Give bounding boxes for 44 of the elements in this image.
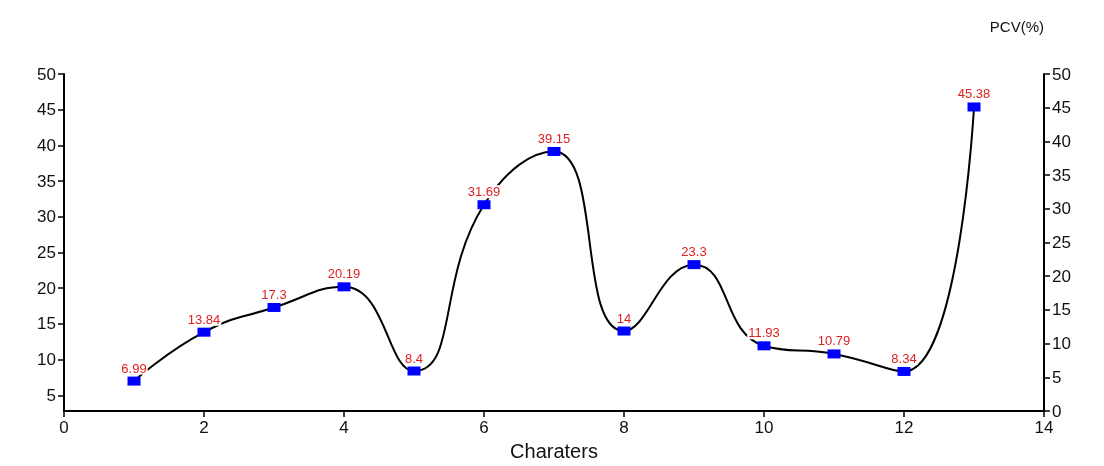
y-tick-label: 15 (37, 314, 56, 334)
x-tick-label: 8 (619, 418, 629, 437)
x-tick-label: 12 (894, 418, 914, 437)
y-tick-label: 5 (46, 385, 56, 405)
x-tick-label: 14 (1034, 418, 1054, 437)
data-label: 13.84 (187, 311, 221, 327)
y-tick-label: 50 (37, 64, 56, 84)
y2-axis-title: PCV(%) (989, 18, 1044, 35)
y-tick-label: 25 (37, 243, 56, 262)
y2-tick-label: 10 (1052, 334, 1071, 354)
y2-tick-label: 5 (1052, 367, 1062, 387)
data-label: 6.99 (121, 360, 147, 376)
x-tick-label: 4 (339, 418, 349, 437)
y2-tick-label: 40 (1052, 131, 1071, 151)
y-tick-label: 20 (37, 278, 56, 298)
data-label: 8.4 (404, 350, 424, 366)
y2-tick-label: 15 (1052, 300, 1071, 320)
data-label: 23.3 (681, 244, 707, 260)
data-label: 45.38 (957, 86, 991, 102)
y-tick-label: 40 (37, 135, 56, 155)
y-tick-label: 45 (37, 100, 56, 120)
x-tick-label: 2 (199, 418, 209, 437)
x-tick-label: 6 (479, 418, 489, 437)
data-label: 14 (616, 310, 632, 326)
data-label: 39.15 (537, 130, 571, 146)
y-tick-label: 30 (37, 207, 56, 227)
data-label: 31.69 (467, 184, 501, 200)
y2-tick-label: 20 (1052, 266, 1071, 286)
data-label: 10.79 (817, 333, 851, 349)
data-label: 17.3 (261, 286, 287, 302)
data-label: 11.93 (748, 325, 780, 341)
y-tick-label: 10 (37, 350, 56, 370)
data-label: 20.19 (327, 266, 361, 282)
y2-tick-label: 35 (1052, 165, 1071, 185)
y2-tick-label: 0 (1052, 401, 1062, 421)
x-tick-label: 10 (754, 418, 774, 437)
y2-tick-label: 50 (1052, 64, 1071, 84)
y2-tick-label: 30 (1052, 199, 1071, 219)
data-label: 8.34 (891, 350, 917, 366)
x-axis-title: Charaters (510, 440, 598, 462)
y2-tick-label: 45 (1052, 98, 1071, 118)
x-tick-label: 0 (59, 418, 69, 437)
y2-tick-label: 25 (1052, 233, 1071, 252)
y-tick-label: 35 (37, 171, 56, 191)
